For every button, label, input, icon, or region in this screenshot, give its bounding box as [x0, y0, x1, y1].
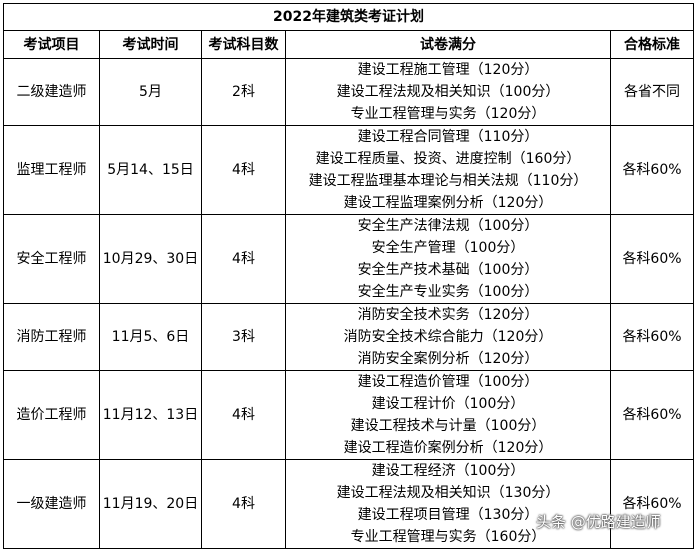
paper-item: 专业工程管理与实务（120分） [350, 106, 546, 122]
paper-item: 建设工程造价管理（100分） [357, 374, 539, 390]
paper-item: 建设工程项目管理（130分） [357, 507, 539, 523]
table-row: 安全工程师 10月29、30日 4科 安全生产法律法规（100分） 安全生产管理… [3, 214, 695, 304]
paper-item: 建设工程法规及相关知识（130分） [336, 485, 560, 501]
header-pass-standard: 合格标准 [609, 30, 695, 59]
exam-time: 11月5、6日 [99, 303, 202, 371]
subject-count: 4科 [201, 459, 286, 549]
exam-name: 一级建造师 [3, 459, 100, 549]
paper-list: 建设工程造价管理（100分） 建设工程计价（100分） 建设工程技术与计量（10… [285, 370, 611, 460]
exam-name: 监理工程师 [3, 125, 100, 215]
paper-item: 建设工程经济（100分） [371, 463, 525, 479]
header-exam-item: 考试项目 [3, 30, 100, 59]
paper-item: 建设工程技术与计量（100分） [350, 418, 546, 434]
subject-count: 4科 [201, 214, 286, 304]
paper-item: 消防安全案例分析（120分） [357, 351, 539, 367]
paper-item: 安全生产法律法规（100分） [357, 218, 539, 234]
paper-item: 安全生产技术基础（100分） [357, 262, 539, 278]
header-subject-count: 考试科目数 [201, 30, 286, 59]
paper-item: 建设工程造价案例分析（120分） [343, 440, 553, 456]
subject-count: 4科 [201, 370, 286, 460]
table-row: 一级建造师 11月19、20日 4科 建设工程经济（100分） 建设工程法规及相… [3, 459, 695, 549]
watermark: 头条 @优路建造师 [536, 513, 661, 531]
exam-plan-table: 2022年建筑类考证计划 考试项目 考试时间 考试科目数 试卷满分 合格标准 二… [2, 3, 695, 549]
paper-item: 建设工程监理案例分析（120分） [343, 195, 553, 211]
paper-list: 消防安全技术实务（120分） 消防安全技术综合能力（120分） 消防安全案例分析… [285, 303, 611, 371]
header-exam-time: 考试时间 [99, 30, 202, 59]
paper-list: 安全生产法律法规（100分） 安全生产管理（100分） 安全生产技术基础（100… [285, 214, 611, 304]
header-full-score: 试卷满分 [285, 30, 611, 59]
subject-count: 3科 [201, 303, 286, 371]
paper-item: 消防安全技术综合能力（120分） [343, 329, 553, 345]
paper-item: 建设工程计价（100分） [371, 396, 525, 412]
paper-item: 安全生产专业实务（100分） [357, 284, 539, 300]
table-row: 造价工程师 11月12、13日 4科 建设工程造价管理（100分） 建设工程计价… [3, 370, 695, 460]
paper-item: 建设工程质量、投资、进度控制（160分） [315, 151, 581, 167]
pass-standard: 各科60% [609, 303, 695, 371]
paper-item: 建设工程施工管理（120分） [357, 62, 539, 78]
paper-list: 建设工程经济（100分） 建设工程法规及相关知识（130分） 建设工程项目管理（… [285, 459, 611, 549]
exam-name: 安全工程师 [3, 214, 100, 304]
pass-standard: 各省不同 [609, 58, 695, 126]
subject-count: 2科 [201, 58, 286, 126]
exam-time: 11月12、13日 [99, 370, 202, 460]
pass-standard: 各科60% [609, 459, 695, 549]
pass-standard: 各科60% [609, 125, 695, 215]
paper-list: 建设工程施工管理（120分） 建设工程法规及相关知识（100分） 专业工程管理与… [285, 58, 611, 126]
exam-time: 10月29、30日 [99, 214, 202, 304]
exam-name: 造价工程师 [3, 370, 100, 460]
header-row: 考试项目 考试时间 考试科目数 试卷满分 合格标准 [3, 30, 695, 59]
pass-standard: 各科60% [609, 370, 695, 460]
paper-item: 建设工程监理基本理论与相关法规（110分） [308, 173, 588, 189]
paper-item: 消防安全技术实务（120分） [357, 307, 539, 323]
table-row: 消防工程师 11月5、6日 3科 消防安全技术实务（120分） 消防安全技术综合… [3, 303, 695, 371]
paper-item: 专业工程管理与实务（160分） [350, 529, 546, 545]
paper-item: 建设工程合同管理（110分） [357, 129, 539, 145]
pass-standard: 各科60% [609, 214, 695, 304]
exam-time: 5月14、15日 [99, 125, 202, 215]
table-row: 监理工程师 5月14、15日 4科 建设工程合同管理（110分） 建设工程质量、… [3, 125, 695, 215]
exam-name: 二级建造师 [3, 58, 100, 126]
table-row: 二级建造师 5月 2科 建设工程施工管理（120分） 建设工程法规及相关知识（1… [3, 58, 695, 126]
paper-item: 安全生产管理（100分） [371, 240, 525, 256]
paper-list: 建设工程合同管理（110分） 建设工程质量、投资、进度控制（160分） 建设工程… [285, 125, 611, 215]
exam-name: 消防工程师 [3, 303, 100, 371]
table-title: 2022年建筑类考证计划 [2, 3, 695, 31]
subject-count: 4科 [201, 125, 286, 215]
exam-time: 11月19、20日 [99, 459, 202, 549]
paper-item: 建设工程法规及相关知识（100分） [336, 84, 560, 100]
exam-time: 5月 [99, 58, 202, 126]
